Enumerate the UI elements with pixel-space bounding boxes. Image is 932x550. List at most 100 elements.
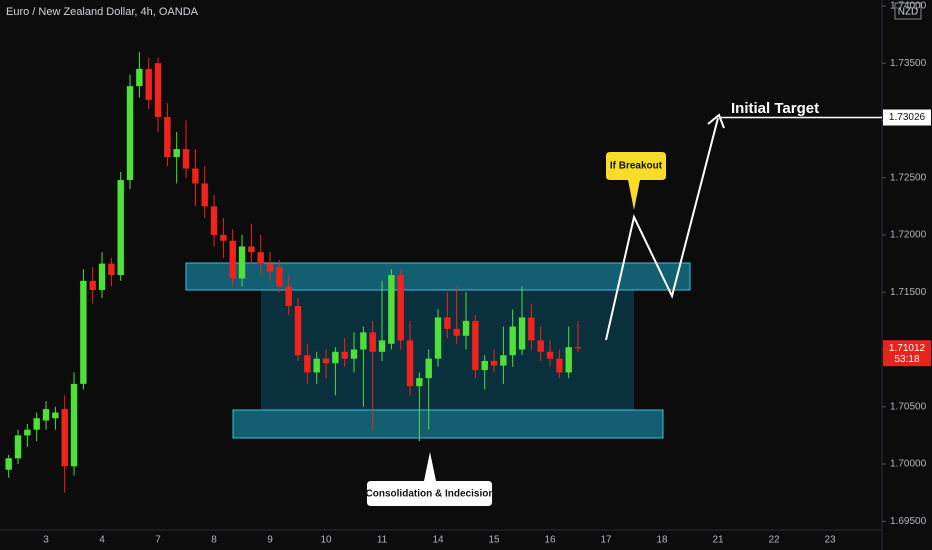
candle-body <box>14 435 22 459</box>
x-tick-label: 22 <box>768 535 780 546</box>
candle-body <box>453 328 460 336</box>
last-price-label: 1.71012 <box>889 343 926 354</box>
consolidation-label: Consolidation & Indecision <box>366 489 495 500</box>
candle-body <box>313 358 320 373</box>
target-price-box <box>883 109 931 126</box>
candle-body <box>220 234 227 241</box>
x-tick-label: 23 <box>824 535 836 546</box>
candle-body <box>238 246 246 279</box>
y-tick-label: 1.70000 <box>890 459 927 470</box>
candle-body <box>397 275 404 341</box>
x-tick-label: 17 <box>600 535 612 546</box>
candle-body <box>154 63 162 118</box>
x-tick-label: 3 <box>43 535 49 546</box>
consolidation-callout <box>367 452 492 506</box>
candle-body <box>5 458 12 470</box>
candle-body <box>276 267 283 287</box>
candle-body <box>210 206 218 235</box>
countdown-label: 53:18 <box>894 354 919 365</box>
y-tick-label: 1.70500 <box>890 401 927 412</box>
x-tick-label: 8 <box>211 535 217 546</box>
candle-body <box>173 149 180 158</box>
y-tick-label: 1.73500 <box>890 58 927 69</box>
candle-body <box>556 358 563 373</box>
x-tick-label: 21 <box>712 535 724 546</box>
breakout-label: If Breakout <box>610 161 663 172</box>
candle-body <box>378 340 386 352</box>
candle-body <box>136 68 143 87</box>
x-tick-label: 11 <box>377 535 388 546</box>
candle-body <box>416 378 423 387</box>
candle-body <box>145 68 152 100</box>
x-tick-label: 10 <box>320 535 332 546</box>
candle-body <box>574 347 582 349</box>
candle-body <box>500 355 507 366</box>
candle-body <box>565 347 572 373</box>
candle-body <box>201 183 208 207</box>
candle-body <box>369 332 376 352</box>
candle-body <box>248 246 255 253</box>
candle-body <box>332 351 339 364</box>
x-tick-label: 15 <box>488 535 500 546</box>
target-annotation: Initial Target <box>731 100 819 117</box>
candle-body <box>444 317 451 329</box>
candle-body <box>481 360 488 371</box>
candle-body <box>89 280 96 290</box>
candle-body <box>350 349 358 359</box>
candle-body <box>266 263 274 272</box>
candle-body <box>229 240 236 279</box>
candle-body <box>126 86 134 181</box>
candle-body <box>322 358 330 364</box>
x-tick-label: 18 <box>656 535 668 546</box>
candle-body <box>304 355 311 373</box>
candle-body <box>294 305 302 356</box>
chart-title: Euro / New Zealand Dollar, 4h, OANDA <box>6 6 199 18</box>
candle-body <box>61 409 68 467</box>
candle-body <box>285 286 292 306</box>
x-tick-label: 16 <box>544 535 556 546</box>
x-tick-label: 7 <box>155 535 161 546</box>
candle-body <box>42 409 50 421</box>
candle-body <box>108 263 115 276</box>
candles <box>5 51 582 493</box>
candle-body <box>341 351 348 359</box>
x-tick-label: 14 <box>432 535 444 546</box>
candle-body <box>472 320 479 371</box>
breakout-callout <box>606 152 666 210</box>
candle-body <box>164 117 171 158</box>
candle-body <box>24 429 31 436</box>
candle-body <box>425 358 432 379</box>
candle-body <box>70 383 78 467</box>
arrow-head <box>707 113 725 129</box>
y-tick-label: 1.71500 <box>890 287 927 298</box>
last-price-box <box>883 340 931 367</box>
x-tick-label: 9 <box>267 535 273 546</box>
resistance-zone <box>185 262 691 291</box>
y-tick-label: 1.69500 <box>890 516 927 527</box>
currency-label: NZD <box>898 7 919 18</box>
target-price-label: 1.73026 <box>889 112 926 123</box>
candle-body <box>434 317 442 359</box>
candle-body <box>182 149 190 169</box>
currency-box <box>894 2 922 20</box>
support-zone <box>232 409 664 439</box>
candle-body <box>490 360 498 366</box>
candle-body <box>117 180 124 276</box>
candle-body <box>528 317 535 341</box>
y-tick-label: 1.74000 <box>890 1 927 12</box>
candle-body <box>537 340 544 352</box>
candle-body <box>80 280 87 384</box>
candle-body <box>388 275 395 344</box>
y-tick-label: 1.72000 <box>890 230 927 241</box>
candle-body <box>257 252 264 264</box>
candle-body <box>462 320 470 336</box>
x-tick-label: 4 <box>99 535 105 546</box>
candle-body <box>406 340 414 387</box>
projection-arrow <box>605 117 719 341</box>
candle-body <box>509 326 516 356</box>
candle-body <box>518 317 526 350</box>
y-tick-label: 1.72500 <box>890 172 927 183</box>
candle-body <box>52 412 59 419</box>
candle-body <box>546 351 554 359</box>
